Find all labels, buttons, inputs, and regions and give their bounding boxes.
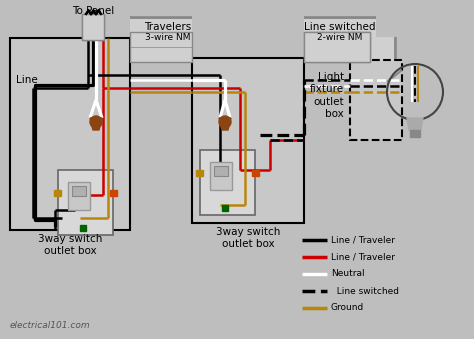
Text: Line / Traveler: Line / Traveler [331,236,395,244]
Bar [10,38,130,230]
Bar [410,130,420,137]
Text: Travelers: Travelers [145,22,191,32]
Text: Line switched: Line switched [304,22,376,32]
Bar [192,58,304,223]
Bar [222,205,228,211]
Text: Ground: Ground [331,303,364,313]
Bar [214,166,228,176]
Circle shape [90,116,102,128]
Bar [130,32,192,62]
Bar [252,170,259,176]
Bar [110,190,117,196]
Bar [304,32,370,62]
Polygon shape [90,118,102,130]
Bar [350,60,402,140]
Text: 2-wire NM: 2-wire NM [317,33,363,42]
Text: Line: Line [16,75,38,85]
Text: Light
fixture
outlet
box: Light fixture outlet box [310,72,344,119]
Text: 3way switch
outlet box: 3way switch outlet box [216,227,280,248]
Circle shape [219,116,231,128]
Bar [200,150,255,215]
Bar [82,14,104,40]
Bar [304,32,370,62]
Bar [58,170,113,235]
Bar [82,14,104,40]
Bar [72,186,86,196]
Text: electrical101.com: electrical101.com [10,321,91,330]
Polygon shape [407,118,423,130]
Bar [80,225,86,231]
Text: Neutral: Neutral [331,270,365,279]
Bar [54,190,61,196]
Text: 3-wire NM: 3-wire NM [145,33,191,42]
Text: Line switched: Line switched [331,286,399,296]
Text: To Panel: To Panel [72,6,114,16]
Text: Line / Traveler: Line / Traveler [331,253,395,261]
Text: 3way switch
outlet box: 3way switch outlet box [38,234,102,256]
Bar [68,182,90,210]
Bar [210,162,232,190]
Polygon shape [219,118,231,130]
Bar [196,170,203,176]
